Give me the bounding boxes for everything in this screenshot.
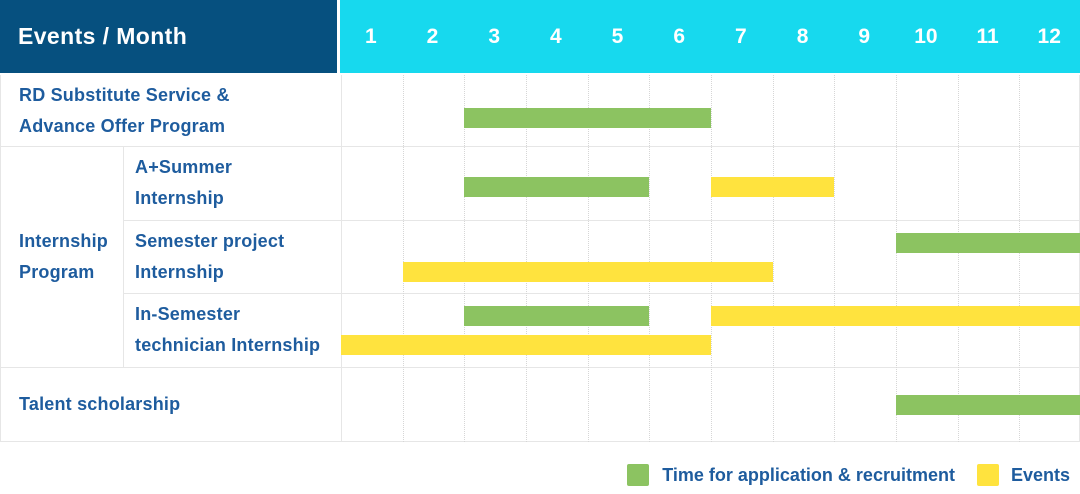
row-label-line: Talent scholarship <box>19 394 181 414</box>
group-label-internship-program: Internship Program <box>1 146 123 367</box>
row-label-line: Advance Offer Program <box>19 115 226 136</box>
table-header-events-month: Events / Month <box>0 0 337 73</box>
gantt-bar-application <box>896 395 1080 415</box>
month-gridline <box>957 75 959 442</box>
month-gridline <box>711 75 712 442</box>
row-label-line: Internship <box>135 261 225 282</box>
row-label-semester-project-internship: Semester project Internship <box>123 220 341 293</box>
gantt-bar-event <box>341 335 711 355</box>
month-gridline <box>834 75 836 442</box>
month-gridline <box>402 75 404 442</box>
month-gridline <box>464 75 466 442</box>
row-label-line: A+Summer <box>135 157 233 177</box>
row-label-line: Program <box>19 261 95 282</box>
month-gridline <box>772 75 774 442</box>
month-label-1: 1 <box>364 24 377 48</box>
gantt-bar-event <box>711 306 1080 326</box>
legend-swatch-application <box>627 464 650 486</box>
gantt-table-body: RD Substitute Service & Advance Offer Pro… <box>0 75 1080 442</box>
gantt-bar-application <box>464 108 711 128</box>
row-label-line: Semester project <box>135 230 285 251</box>
month-label-2: 2 <box>426 24 439 48</box>
month-label-7: 7 <box>735 24 747 48</box>
row-label-line: In-Semester <box>135 304 241 324</box>
month-label-10: 10 <box>914 24 938 48</box>
legend-label-events: Events <box>1010 464 1070 485</box>
row-label-rd-substitute: RD Substitute Service & Advance Offer Pro… <box>1 75 341 146</box>
row-label-talent-scholarship: Talent scholarship <box>1 367 341 442</box>
table-header-title: Events / Month <box>18 23 188 49</box>
gantt-bar-event <box>711 177 835 197</box>
month-label-8: 8 <box>796 24 809 48</box>
month-label-11: 11 <box>976 24 999 48</box>
month-label-12: 12 <box>1037 24 1061 48</box>
legend-swatch-events <box>976 464 999 486</box>
month-gridline <box>649 75 651 442</box>
legend: Time for application & recruitment Event… <box>627 463 1070 487</box>
row-separator-line <box>1 146 1079 147</box>
gantt-bar-application <box>464 306 650 326</box>
month-header-row: 1 2 3 4 5 6 7 8 9 10 11 12 <box>340 0 1080 73</box>
month-label-9: 9 <box>858 24 871 48</box>
month-gridline <box>1019 75 1021 442</box>
row-label-line: Internship <box>135 188 225 208</box>
row-separator-line <box>123 220 1079 221</box>
row-label-a-summer-internship: A+Summer Internship <box>123 146 341 220</box>
month-label-3: 3 <box>488 24 501 48</box>
row-label-line: technician Internship <box>135 335 321 355</box>
gantt-bar-application <box>464 177 650 197</box>
month-label-5: 5 <box>611 24 624 48</box>
row-label-line: Internship <box>19 230 109 251</box>
month-label-4: 4 <box>550 24 562 48</box>
legend-label-application: Time for application & recruitment <box>662 464 955 485</box>
month-label-6: 6 <box>673 24 686 48</box>
row-label-line: RD Substitute Service & <box>19 84 230 105</box>
month-gridline <box>896 75 897 442</box>
month-gridline <box>587 75 589 442</box>
row-separator-line <box>1 367 1079 368</box>
gantt-bar-event <box>402 262 773 282</box>
label-grid-separator <box>341 75 342 442</box>
month-gridline <box>526 75 527 442</box>
group-sublabel-separator <box>123 146 124 367</box>
gantt-bar-application <box>896 233 1080 253</box>
row-label-in-semester-technician-internship: In-Semester technician Internship <box>123 293 341 367</box>
row-separator-line <box>123 293 1079 294</box>
